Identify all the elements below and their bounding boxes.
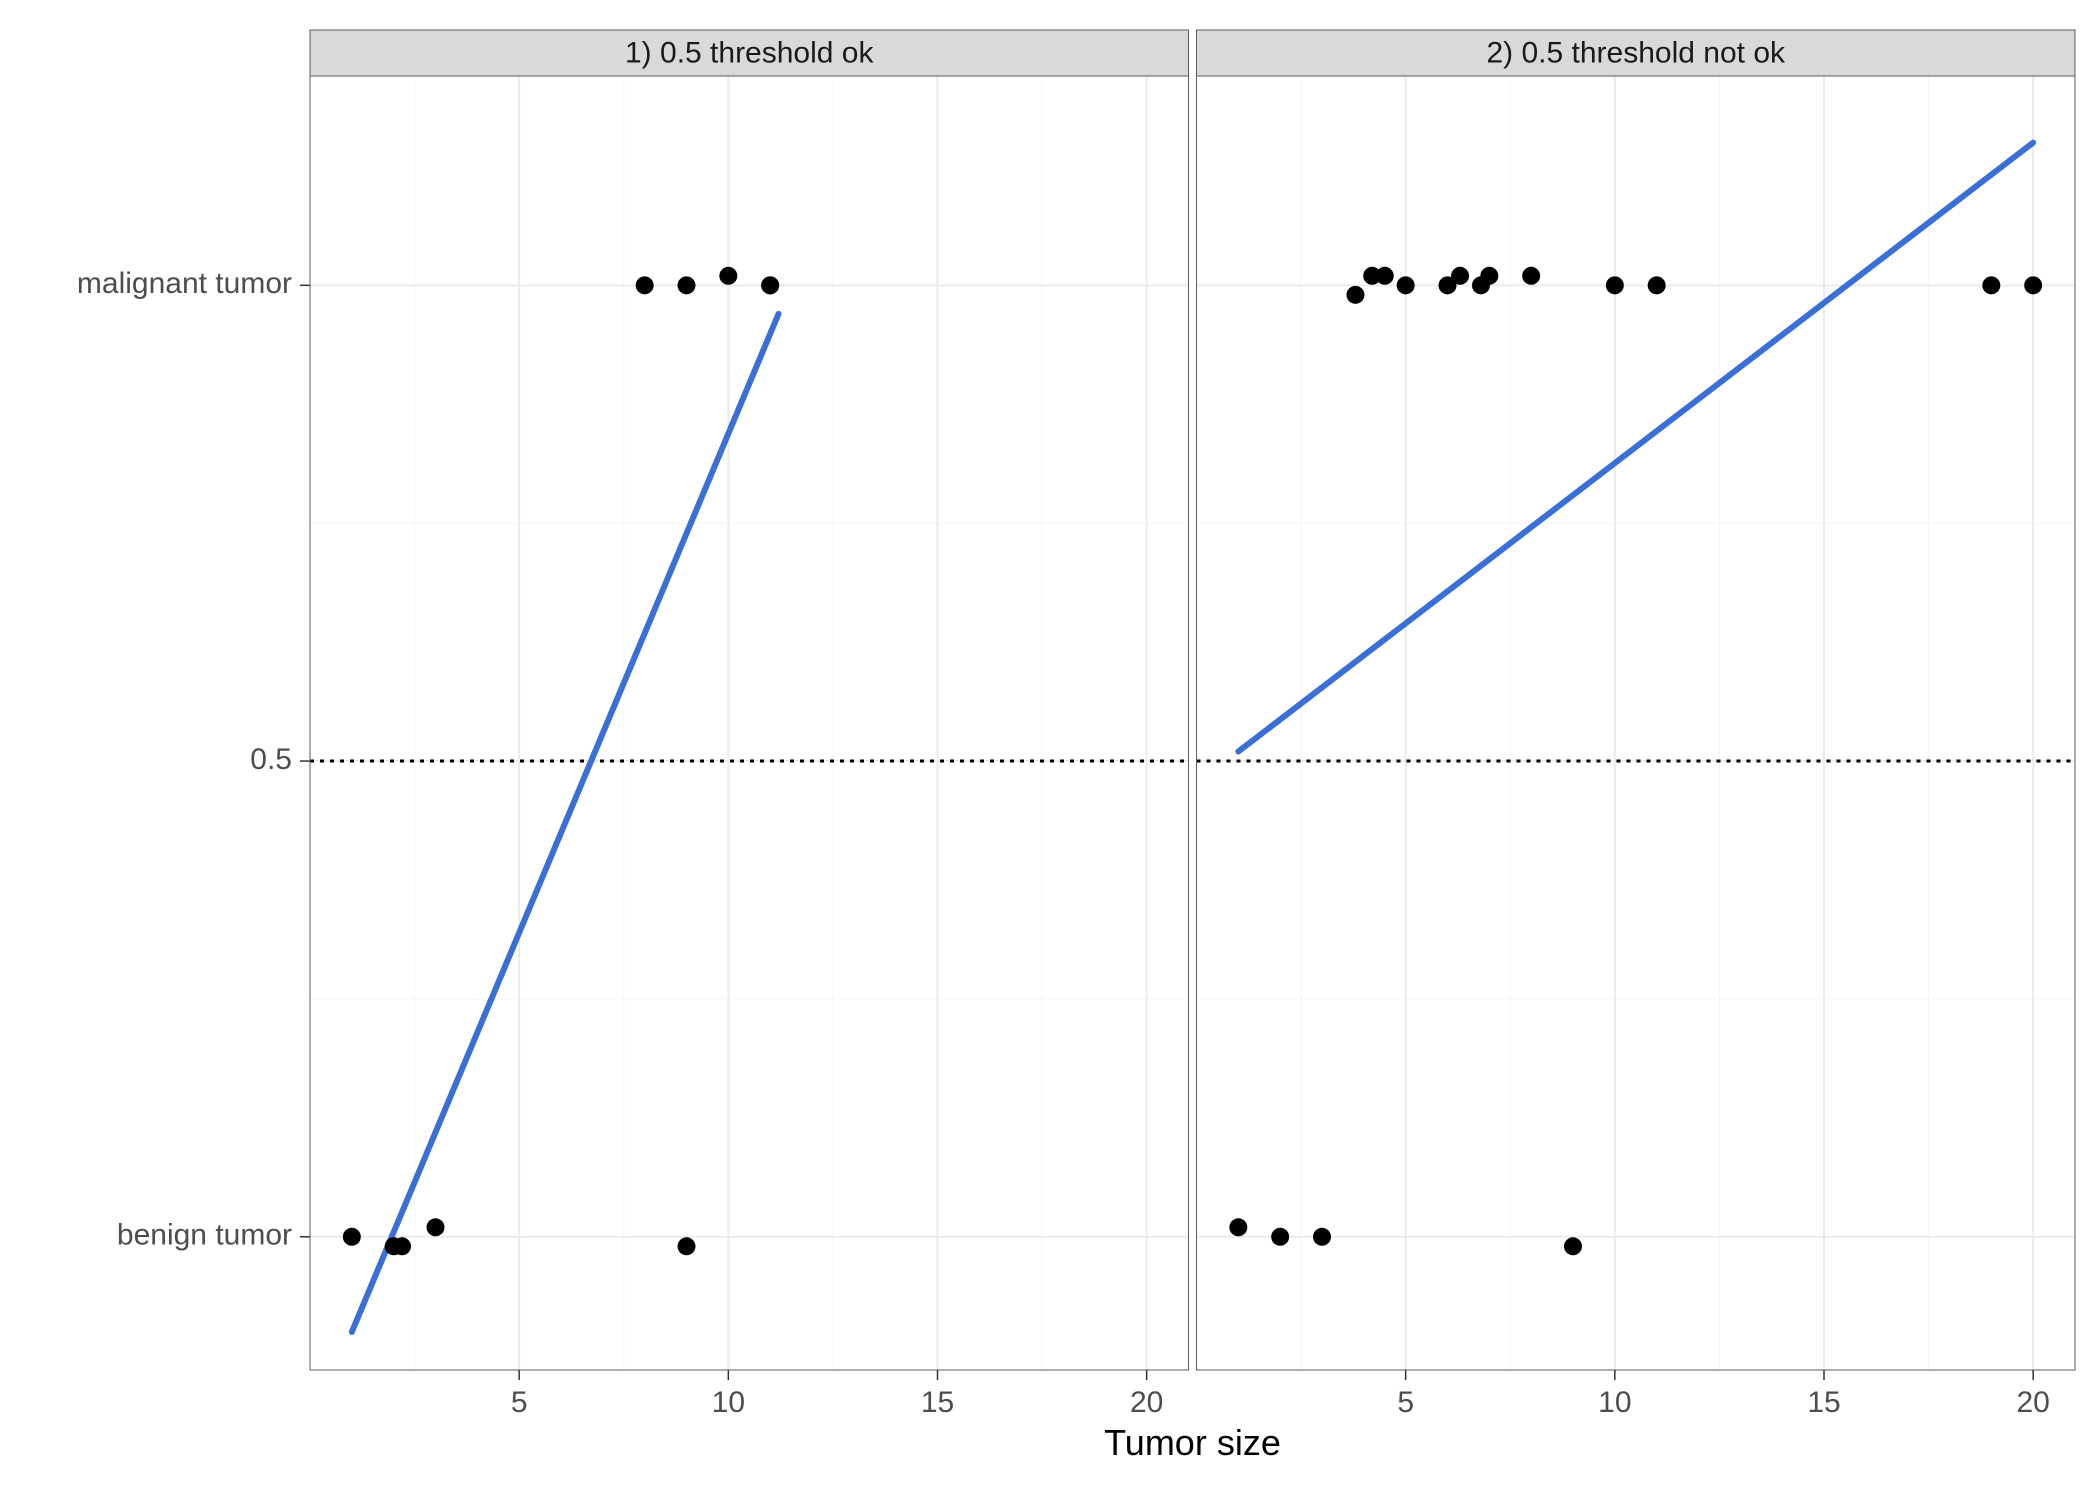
svg-text:10: 10 xyxy=(1598,1386,1631,1419)
svg-text:malignant tumor: malignant tumor xyxy=(77,267,292,300)
svg-text:1) 0.5 threshold ok: 1) 0.5 threshold ok xyxy=(625,37,874,70)
svg-text:5: 5 xyxy=(511,1386,528,1419)
svg-text:5: 5 xyxy=(1397,1386,1414,1419)
svg-text:0.5: 0.5 xyxy=(250,743,292,776)
svg-text:20: 20 xyxy=(2016,1386,2049,1419)
svg-text:2) 0.5 threshold not ok: 2) 0.5 threshold not ok xyxy=(1486,37,1786,70)
svg-text:10: 10 xyxy=(712,1386,745,1419)
svg-text:20: 20 xyxy=(1130,1386,1163,1419)
faceted-scatter-chart: benign tumor 0.5 malignant tumor Tumor size… xyxy=(0,0,2100,1500)
svg-text:15: 15 xyxy=(1807,1386,1840,1419)
chart-container: benign tumor 0.5 malignant tumor Tumor size… xyxy=(0,0,2100,1500)
svg-text:benign tumor: benign tumor xyxy=(117,1219,292,1252)
svg-text:Tumor size: Tumor size xyxy=(1104,1422,1281,1463)
svg-text:15: 15 xyxy=(921,1386,954,1419)
